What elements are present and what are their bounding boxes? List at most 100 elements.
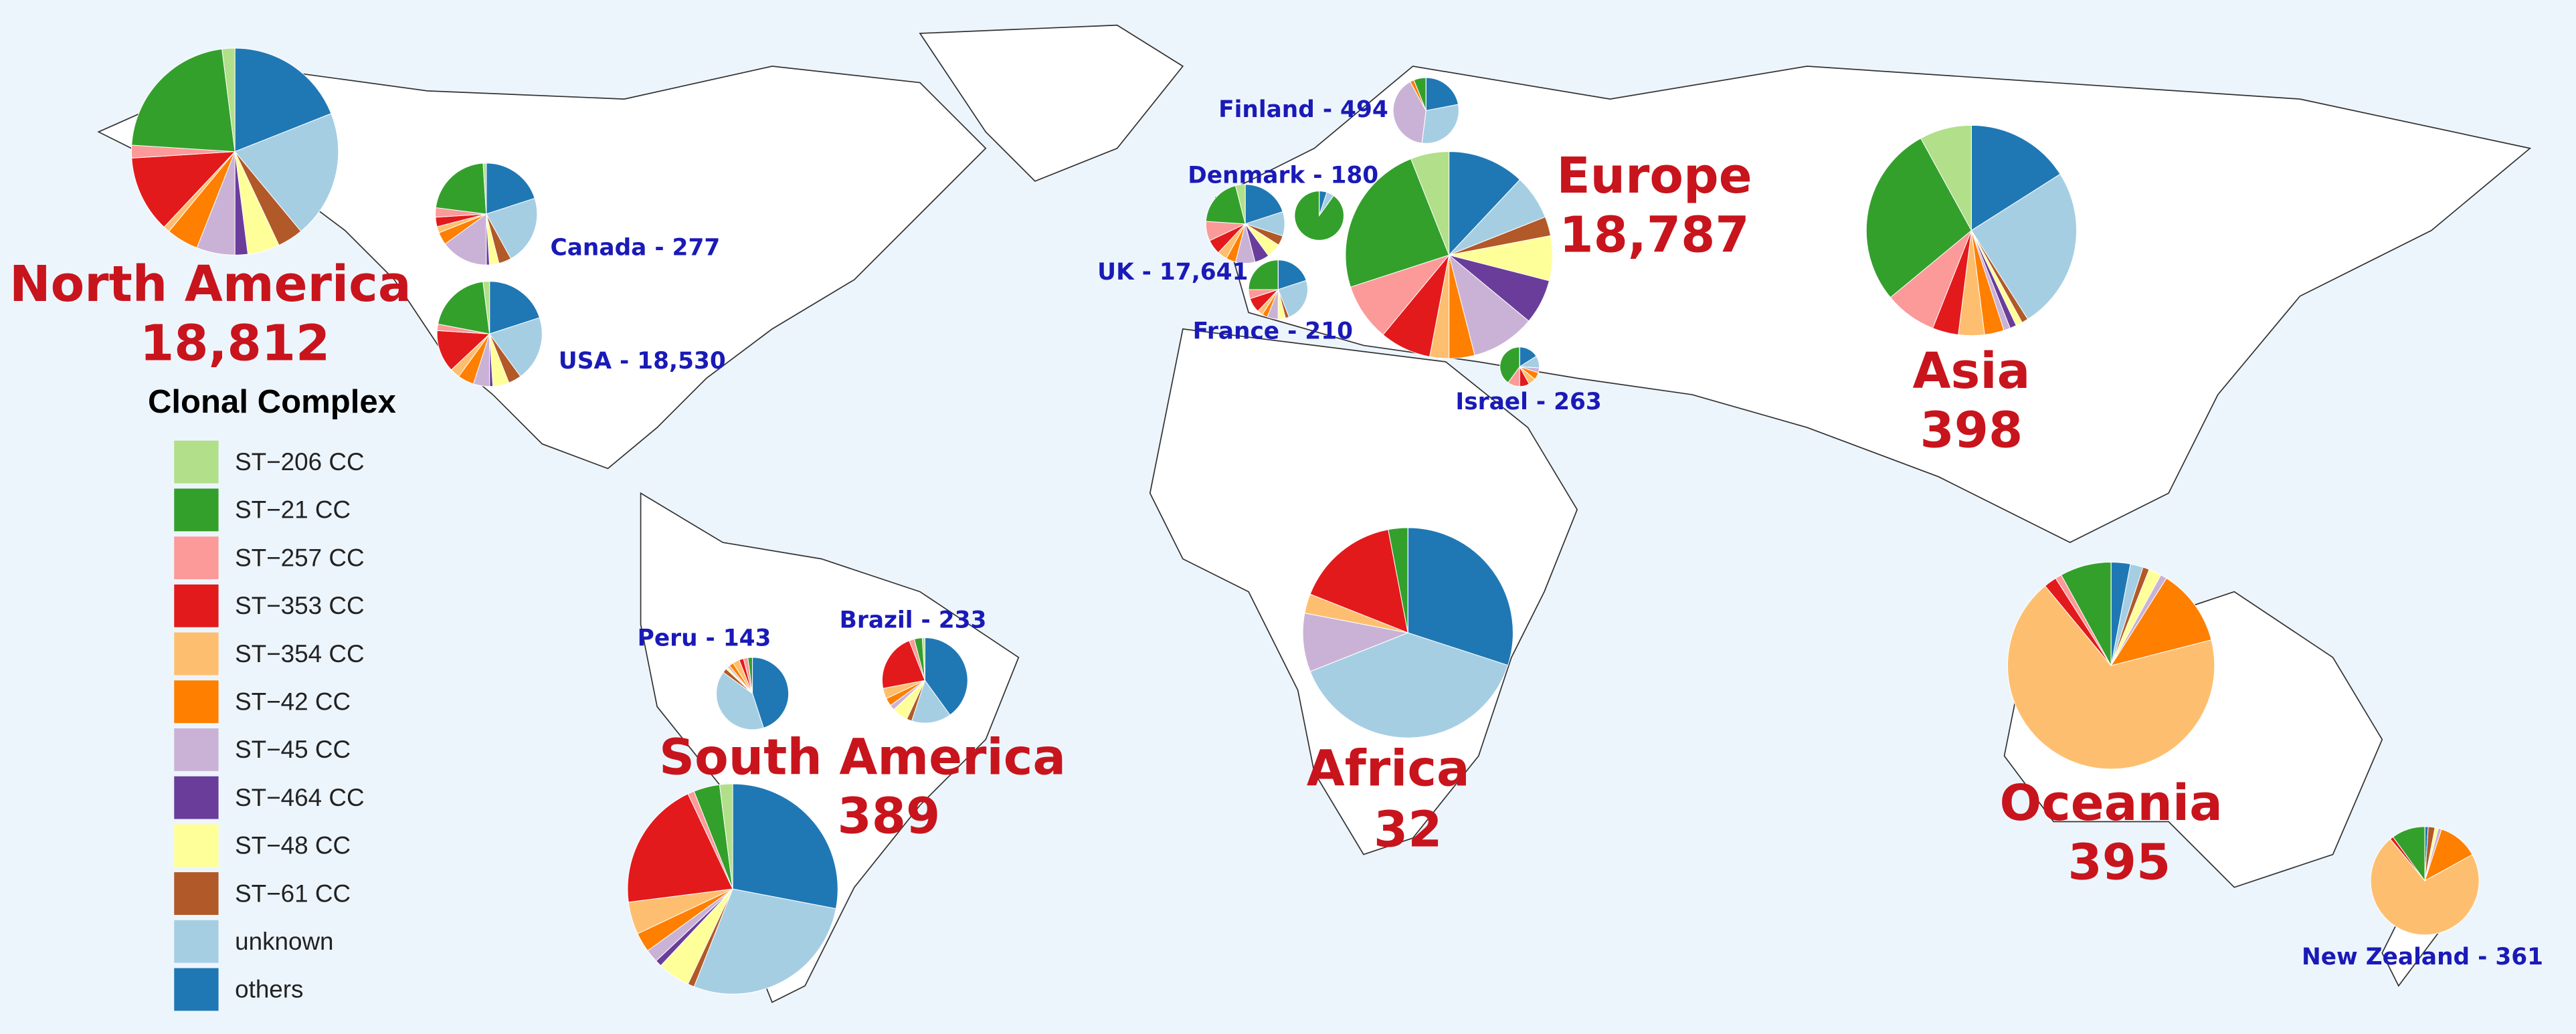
pie-slice (1309, 529, 1408, 633)
pie-slice (716, 671, 764, 730)
pie-slice (1350, 254, 1451, 336)
legend-label: ST−257 CC (235, 544, 364, 571)
pie-slice (1410, 151, 1450, 255)
country-label: France - 210 (1193, 318, 1353, 345)
pie-slice (486, 163, 535, 215)
pie-slice (1245, 184, 1283, 225)
legend-swatch (174, 824, 219, 867)
legend-label: ST−42 CC (235, 688, 351, 716)
pie-slice (1248, 260, 1279, 290)
legend: ST−206 CC ST−21 CC ST−257 CC ST−353 CC ST−35… (174, 440, 365, 1011)
country-label: New Zealand - 361 (2302, 944, 2543, 970)
legend-swatch (174, 440, 219, 484)
pie-slice (1425, 77, 1459, 111)
pie-slice (1920, 124, 1972, 231)
pie-slice (1234, 184, 1246, 224)
pie-slice (1345, 158, 1450, 288)
pie-slice (1970, 124, 2061, 231)
pie-slice (221, 47, 236, 152)
region-count: 18,812 (140, 316, 330, 373)
legend-label: ST−354 CC (235, 640, 364, 667)
legend-label: ST−206 CC (235, 448, 364, 476)
country-label: Canada - 277 (551, 234, 721, 261)
region-count: 395 (2068, 834, 2171, 891)
pie-slice (1407, 527, 1513, 666)
pie-slice (488, 317, 543, 377)
pie-slice (752, 657, 790, 728)
legend-swatch (174, 872, 219, 915)
greenland (919, 24, 1184, 182)
region-count: 389 (837, 789, 940, 845)
region-name: Europe (1556, 148, 1752, 205)
pies (130, 47, 2480, 995)
legend-label: ST−21 CC (235, 496, 351, 524)
pie-slice (1499, 346, 1520, 383)
pie-slice (2110, 577, 2212, 666)
region-count: 398 (1920, 403, 2023, 459)
pie-slice (234, 47, 332, 152)
pie-slice (1421, 104, 1459, 144)
legend-swatch (174, 680, 219, 724)
region-name: North America (9, 256, 411, 313)
region-name: Oceania (1999, 775, 2222, 832)
legend-swatch (174, 968, 219, 1011)
pie-slice (444, 213, 487, 266)
pie-slice (234, 113, 339, 232)
region-name: Africa (1307, 740, 1470, 797)
legend-label: ST−61 CC (235, 880, 351, 907)
pie-slice (2370, 838, 2480, 936)
pie-slice (2424, 829, 2473, 882)
legend-swatch (174, 536, 219, 580)
legend-label: unknown (235, 928, 333, 955)
country-label: UK - 17,641 (1097, 259, 1248, 286)
pie-slice (2007, 585, 2215, 770)
pie-slice (719, 783, 733, 890)
region-count: 32 (1374, 801, 1443, 858)
pie-slice (1205, 185, 1246, 225)
pie-slice (1309, 632, 1509, 738)
pie-slice (131, 151, 236, 228)
pie-slice (1865, 138, 1972, 298)
pie-slice (732, 783, 838, 910)
region-name: South America (659, 729, 1066, 786)
pie-slice (1449, 151, 1521, 256)
pie-slice (1302, 613, 1409, 672)
pie-slice (627, 793, 733, 903)
pie-slice (486, 197, 538, 260)
legend-label: ST−353 CC (235, 592, 364, 619)
pie-slice (1392, 81, 1427, 144)
pie-slice (131, 48, 236, 152)
pie-slice (489, 281, 541, 334)
pie-slice (921, 637, 925, 681)
pie-slice (482, 281, 490, 334)
region-name: Asia (1913, 343, 2031, 400)
pie-slice (882, 640, 926, 689)
country-label: Finland - 494 (1218, 96, 1388, 123)
legend-label: others (235, 976, 303, 1003)
country-label: Brazil - 233 (840, 607, 987, 634)
pie-slice (924, 637, 968, 716)
legend-label: ST−464 CC (235, 784, 364, 811)
pie-slice (435, 163, 487, 215)
country-label: Denmark - 180 (1188, 162, 1378, 189)
country-label: USA - 18,530 (559, 348, 726, 375)
legend-title: Clonal Complex (148, 384, 396, 420)
pie-slice (437, 281, 490, 334)
legend-swatch (174, 920, 219, 963)
pie-slice (911, 680, 951, 724)
country-label: Peru - 143 (638, 625, 771, 652)
region-count: 18,787 (1559, 207, 1749, 264)
country-label: Israel - 263 (1455, 389, 1601, 415)
pie-slice (482, 163, 487, 215)
legend-label: ST−45 CC (235, 736, 351, 763)
legend-swatch (174, 776, 219, 819)
pie-slice (436, 330, 490, 371)
legend-swatch (174, 488, 219, 532)
legend-swatch (174, 728, 219, 771)
pie-slice (1277, 260, 1307, 290)
legend-swatch (174, 584, 219, 627)
legend-label: ST−48 CC (235, 832, 351, 859)
pie-slice (693, 888, 837, 995)
legend-swatch (174, 632, 219, 676)
